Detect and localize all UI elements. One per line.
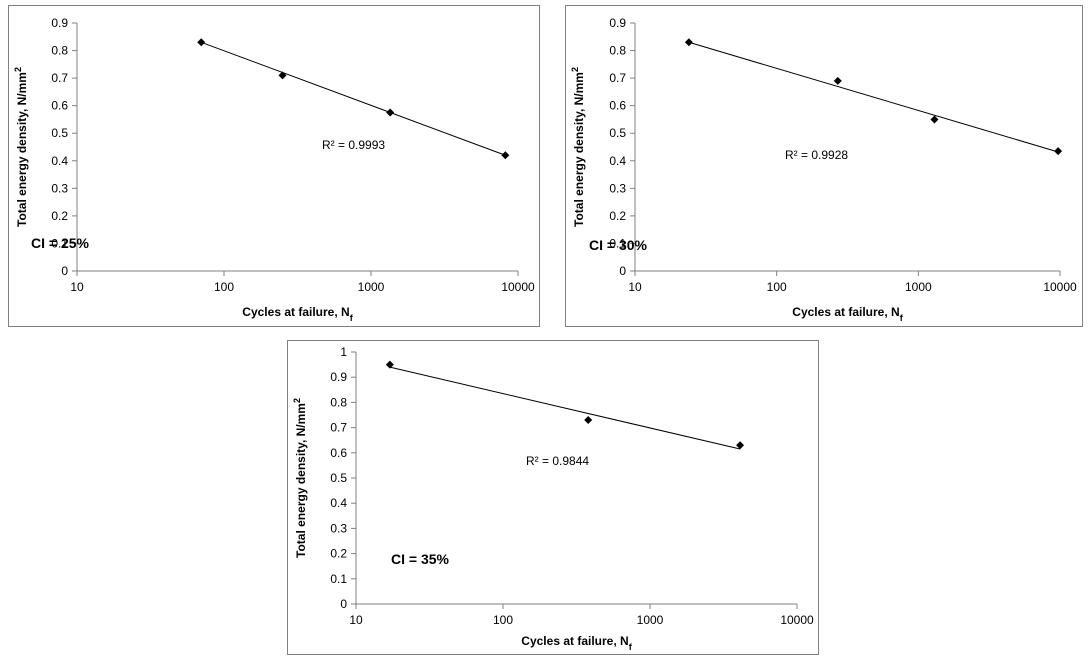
- y-tick-label: 0.4: [330, 496, 347, 510]
- chart-svg: 0 0.1 0.2 0.3 0.4 0.5 0.6 0.7 0.8 0.9 1 10 100 1000 10…: [292, 345, 814, 652]
- y-tick-label: 0.7: [609, 71, 626, 85]
- plot-area: 0 0.1 0.2 0.3 0.4 0.5 0.6 0.7 0.8 0.9 10 100 1000 100…: [51, 16, 535, 294]
- x-tick-label: 10: [349, 613, 363, 627]
- x-axis-label: Cycles at failure, Nf: [521, 634, 632, 652]
- data-point: [278, 71, 287, 80]
- x-tick-label: 10: [70, 280, 84, 294]
- x-tick-label: 100: [767, 280, 787, 294]
- y-axis-label-text: Total energy density, N/mm: [15, 72, 29, 227]
- data-point: [197, 38, 206, 47]
- y-axis-label-text: Total energy density, N/mm: [572, 72, 586, 227]
- x-tick-label: 1000: [905, 280, 932, 294]
- y-tick-label: 0.6: [609, 99, 626, 113]
- y-tick-label: 0: [61, 264, 68, 278]
- y-tick-label: 0.8: [330, 395, 347, 409]
- ci-annotation: CI = 30%: [589, 237, 648, 253]
- x-axis-label-text: Cycles at failure, N: [242, 305, 349, 319]
- plot-area: 0 0.1 0.2 0.3 0.4 0.5 0.6 0.7 0.8 0.9 1 10 100 1000 10…: [330, 345, 814, 627]
- chart-panel-ci-25: 0 0.1 0.2 0.3 0.4 0.5 0.6 0.7 0.8 0.9 10 100 1000 100…: [8, 5, 540, 327]
- x-tick-label: 10000: [780, 613, 814, 627]
- r-squared-label: R² = 0.9993: [322, 138, 385, 152]
- data-point: [386, 108, 395, 117]
- data-point: [684, 38, 693, 47]
- y-tick-label: 0.6: [51, 99, 68, 113]
- chart-svg: 0 0.1 0.2 0.3 0.4 0.5 0.6 0.7 0.8 0.9 10 100 1000 100…: [570, 16, 1077, 323]
- y-tick-label: 0: [619, 264, 626, 278]
- y-tick-label: 0.9: [51, 16, 68, 30]
- y-axis-label: Total energy density, N/mm2: [13, 67, 29, 227]
- y-axis-label: Total energy density, N/mm2: [570, 67, 586, 227]
- y-tick-label: 0.2: [330, 547, 347, 561]
- x-axis-label: Cycles at failure, Nf: [242, 305, 353, 323]
- data-point: [833, 76, 842, 85]
- y-axis-label-sup: 2: [13, 67, 23, 72]
- y-tick-label: 0.9: [609, 16, 626, 30]
- y-tick-label: 0.1: [330, 572, 347, 586]
- data-point: [1054, 147, 1063, 156]
- y-axis-label-sup: 2: [292, 398, 302, 403]
- ci-annotation: CI = 35%: [391, 551, 450, 567]
- data-point: [930, 115, 939, 124]
- x-axis-label-sub: f: [350, 313, 354, 323]
- y-tick-label: 0.9: [330, 370, 347, 384]
- y-tick-label: 0.5: [330, 471, 347, 485]
- y-tick-label: 0.6: [330, 446, 347, 460]
- chart-panel-ci-30: 0 0.1 0.2 0.3 0.4 0.5 0.6 0.7 0.8 0.9 10 100 1000 100…: [565, 5, 1083, 327]
- chart-svg: 0 0.1 0.2 0.3 0.4 0.5 0.6 0.7 0.8 0.9 10 100 1000 100…: [13, 16, 535, 323]
- r-squared-label: R² = 0.9928: [785, 148, 848, 162]
- y-tick-label: 0.7: [51, 71, 68, 85]
- x-tick-label: 10000: [501, 280, 535, 294]
- data-point: [385, 360, 394, 369]
- y-tick-label: 0.1: [51, 236, 68, 250]
- y-tick-label: 0.4: [51, 154, 68, 168]
- trendline: [688, 41, 1059, 153]
- y-tick-label: 0.4: [609, 154, 626, 168]
- y-tick-label: 0.8: [609, 44, 626, 58]
- y-tick-label: 0.1: [609, 236, 626, 250]
- x-tick-label: 100: [493, 613, 513, 627]
- y-tick-label: 1: [340, 345, 347, 359]
- trendline: [201, 41, 506, 156]
- x-axis-label-sub: f: [629, 642, 633, 652]
- ci-annotation: CI = 25%: [31, 235, 90, 251]
- y-tick-label: 0: [340, 597, 347, 611]
- y-axis-label: Total energy density, N/mm2: [292, 398, 308, 558]
- y-tick-label: 0.5: [609, 126, 626, 140]
- y-tick-label: 0.8: [51, 44, 68, 58]
- x-tick-label: 1000: [637, 613, 664, 627]
- x-axis-label-text: Cycles at failure, N: [792, 305, 899, 319]
- data-point: [584, 416, 593, 425]
- y-axis-label-text: Total energy density, N/mm: [294, 403, 308, 558]
- x-axis-label-sub: f: [900, 313, 904, 323]
- y-tick-label: 0.5: [51, 126, 68, 140]
- y-tick-label: 0.2: [609, 209, 626, 223]
- y-tick-label: 0.2: [51, 209, 68, 223]
- x-tick-label: 100: [214, 280, 234, 294]
- x-axis-label: Cycles at failure, Nf: [792, 305, 903, 323]
- x-axis-label-text: Cycles at failure, N: [521, 634, 628, 648]
- y-tick-label: 0.7: [330, 421, 347, 435]
- x-tick-label: 10: [628, 280, 642, 294]
- y-tick-label: 0.3: [51, 181, 68, 195]
- data-point: [501, 151, 510, 160]
- plot-area: 0 0.1 0.2 0.3 0.4 0.5 0.6 0.7 0.8 0.9 10 100 1000 100…: [609, 16, 1077, 294]
- x-tick-label: 1000: [358, 280, 385, 294]
- data-point: [736, 441, 745, 450]
- y-tick-label: 0.3: [609, 181, 626, 195]
- y-axis-label-sup: 2: [570, 67, 580, 72]
- x-tick-label: 10000: [1043, 280, 1077, 294]
- trendline: [389, 366, 741, 450]
- y-tick-label: 0.3: [330, 521, 347, 535]
- r-squared-label: R² = 0.9844: [526, 454, 589, 468]
- chart-panel-ci-35: 0 0.1 0.2 0.3 0.4 0.5 0.6 0.7 0.8 0.9 1 10 100 1000 10…: [287, 340, 819, 655]
